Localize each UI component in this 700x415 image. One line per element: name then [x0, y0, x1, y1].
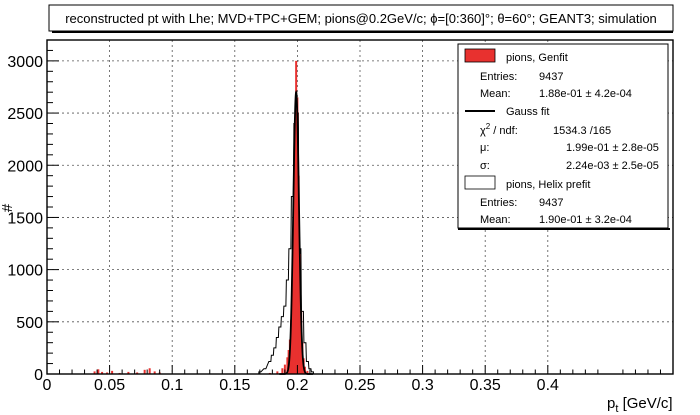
- stats-row-label: Entries:: [480, 71, 517, 83]
- chi2-value: 1534.3 /165: [553, 125, 611, 137]
- x-tick-label: 0.25: [344, 377, 375, 394]
- y-tick-label: 3000: [7, 54, 43, 71]
- genfit-bar: [143, 369, 146, 374]
- stats-entries: pions, Genfit Entries: 9437 Mean: 1.88e-01 ±…: [464, 48, 659, 226]
- genfit-bar: [281, 368, 284, 374]
- x-tick-label: 0.1: [161, 377, 183, 394]
- x-tick-label: 0.2: [286, 377, 308, 394]
- genfit-bar: [93, 371, 96, 374]
- genfit-bar: [295, 60, 298, 374]
- stats-row-label: σ:: [480, 160, 490, 172]
- chi2-label: χ2 / ndf:: [480, 122, 518, 137]
- genfit-bar: [298, 253, 301, 374]
- chart-title: reconstructed pt with Lhe; MVD+TPC+GEM; …: [65, 11, 657, 26]
- stats-box-frame: [457, 43, 669, 229]
- x-axis-title: pt [GeV/c]: [607, 395, 673, 415]
- genfit-bar: [97, 369, 100, 374]
- y-tick-label: 1000: [7, 263, 43, 280]
- genfit-bar: [276, 371, 279, 374]
- genfit-bar: [148, 368, 151, 374]
- helix-prefit-outline: [258, 112, 314, 374]
- stats-row-value: 9437: [539, 71, 563, 83]
- stats-row-value: 9437: [539, 197, 563, 209]
- genfit-legend-label: pions, Genfit: [506, 52, 568, 64]
- gauss-legend-label: Gauss fit: [506, 106, 549, 118]
- y-tick-label: 0: [34, 367, 43, 384]
- helix-legend-label: pions, Helix prefit: [506, 179, 590, 191]
- y-tick-label: 2500: [7, 106, 43, 123]
- stats-box: pions, Genfit Entries: 9437 Mean: 1.88e-01 ±…: [457, 43, 670, 230]
- x-tick-label: 0: [43, 377, 52, 394]
- genfit-bar: [283, 364, 286, 374]
- y-axis-title: #: [0, 203, 16, 212]
- x-tick-label: 0.3: [411, 377, 433, 394]
- title-box-shadow: [52, 31, 673, 33]
- genfit-bar: [296, 97, 299, 374]
- genfit-bar: [306, 370, 309, 374]
- title-box: [48, 4, 674, 32]
- genfit-bar: [106, 372, 109, 374]
- genfit-bar: [111, 370, 114, 374]
- x-tick-label: 0.15: [219, 377, 250, 394]
- genfit-legend-swatch: [464, 48, 496, 63]
- stats-row-value: 1.88e-01 ± 4.2e-04: [539, 88, 632, 100]
- y-tick-label: 1500: [7, 210, 43, 227]
- helix-prefit-series: [258, 112, 314, 374]
- x-tick-label: 0.4: [537, 377, 559, 394]
- helix-legend-swatch: [464, 175, 496, 190]
- stats-row-value: 1.99e-01 ± 2.8e-05: [566, 142, 659, 154]
- genfit-bar: [127, 371, 130, 374]
- stats-row-label: μ:: [480, 142, 489, 154]
- y-tick-label: 500: [16, 315, 43, 332]
- stats-row-label: Mean:: [480, 88, 511, 100]
- y-tick-label: 2000: [7, 158, 43, 175]
- genfit-bar: [292, 217, 295, 374]
- axes: 0 0.05 0.1 0.15 0.2 0.25 0.3 0.35 0.4 0 500 1000 150…: [7, 49, 661, 394]
- genfit-bar: [290, 319, 293, 374]
- stats-row-value: 2.24e-03 ± 2.5e-05: [566, 160, 659, 172]
- genfit-bar: [101, 371, 104, 374]
- genfit-bar: [153, 371, 156, 374]
- x-tick-label: 0.05: [94, 377, 125, 394]
- genfit-bar: [291, 280, 294, 374]
- x-tick-label: 0.35: [470, 377, 501, 394]
- genfit-bar: [297, 175, 300, 374]
- genfit-bar: [293, 123, 296, 374]
- stats-box-shadow: [458, 228, 670, 230]
- genfit-bar: [136, 372, 139, 374]
- stats-row-label: Mean:: [480, 214, 511, 226]
- stats-row-value: 1.90e-01 ± 3.2e-04: [539, 214, 632, 226]
- genfit-bar: [286, 357, 289, 374]
- stats-row-label: Entries:: [480, 197, 517, 209]
